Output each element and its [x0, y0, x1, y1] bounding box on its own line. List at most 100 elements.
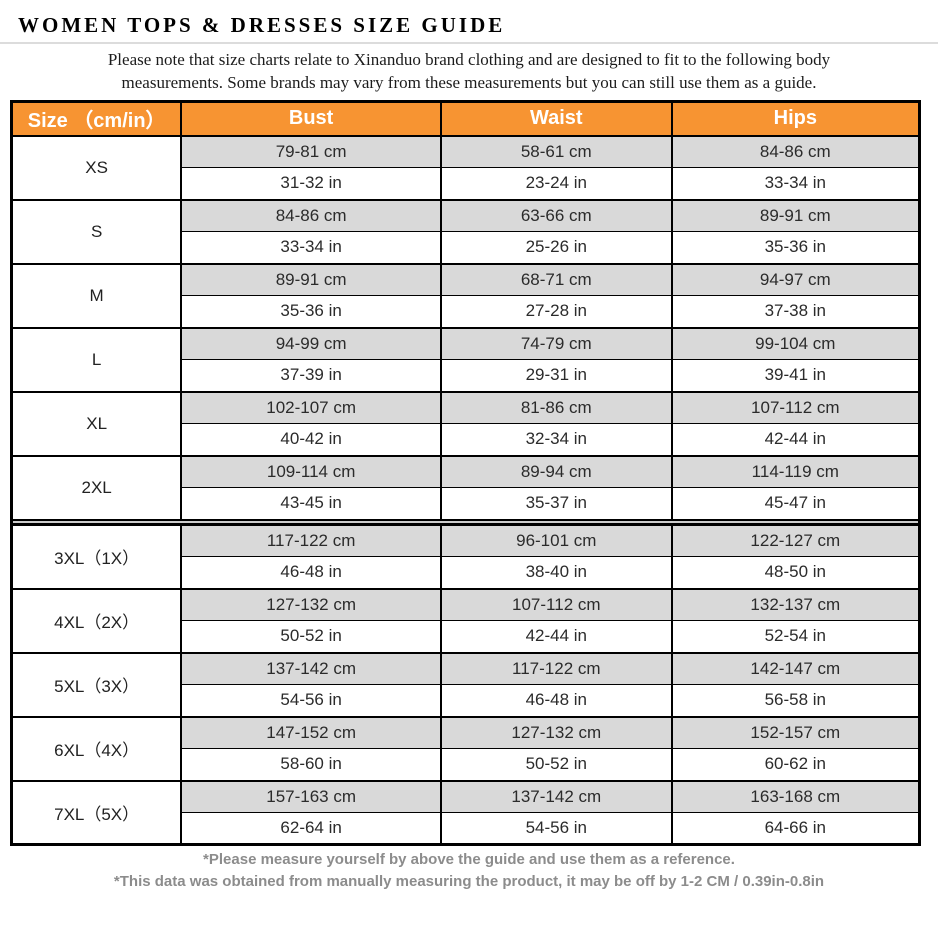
page-title: WOMEN TOPS & DRESSES SIZE GUIDE — [18, 13, 506, 37]
table-row: 40-42 in 32-34 in 42-44 in — [12, 423, 921, 457]
hips-cm-cell: 122-127 cm — [670, 524, 921, 557]
table-row: M 89-91 cm 68-71 cm 94-97 cm — [10, 263, 921, 329]
hips-in-cell: 35-36 in — [670, 231, 921, 265]
waist-in-cell: 46-48 in — [439, 684, 673, 718]
hips-in-cell: 64-66 in — [670, 812, 921, 846]
table-row: 31-32 in 23-24 in 33-34 in — [12, 167, 921, 201]
waist-in-cell: 29-31 in — [439, 359, 673, 393]
bust-cm-cell: 109-114 cm — [180, 455, 442, 488]
waist-cm-cell: 137-142 cm — [439, 780, 673, 813]
bust-cm-cell: 94-99 cm — [180, 327, 442, 360]
table-row: 3XL（1X） 117-122 cm 96-101 cm 122-127 cm — [10, 524, 921, 590]
bust-cm-cell: 127-132 cm — [180, 588, 442, 621]
intro-note-line1: Please note that size charts relate to X… — [107, 50, 831, 69]
table-row: 2XL 109-114 cm 89-94 cm 114-119 cm — [10, 455, 921, 521]
waist-cm-cell: 96-101 cm — [439, 524, 673, 557]
table-row: 33-34 in 25-26 in 35-36 in — [12, 231, 921, 265]
bust-cm-cell: 147-152 cm — [180, 716, 442, 749]
table-row: 37-39 in 29-31 in 39-41 in — [12, 359, 921, 393]
bust-in-cell: 40-42 in — [180, 423, 442, 457]
waist-in-cell: 35-37 in — [439, 487, 673, 521]
size-label: L — [10, 327, 183, 393]
waist-in-cell: 38-40 in — [439, 556, 673, 590]
hips-in-cell: 37-38 in — [670, 295, 921, 329]
size-label: 5XL（3X） — [10, 652, 183, 718]
waist-in-cell: 50-52 in — [439, 748, 673, 782]
hips-in-cell: 42-44 in — [670, 423, 921, 457]
bust-in-cell: 46-48 in — [180, 556, 442, 590]
table-row: 54-56 in 46-48 in 56-58 in — [12, 684, 921, 718]
bust-in-cell: 31-32 in — [180, 167, 442, 201]
bust-cm-cell: 89-91 cm — [180, 263, 442, 296]
footer-note-measure: *Please measure yourself by above the gu… — [203, 851, 735, 868]
waist-cm-cell: 127-132 cm — [439, 716, 673, 749]
size-label: 3XL（1X） — [10, 524, 183, 590]
waist-in-cell: 25-26 in — [439, 231, 673, 265]
table-row: 7XL（5X） 157-163 cm 137-142 cm 163-168 cm — [10, 780, 921, 846]
table-row: XL 102-107 cm 81-86 cm 107-112 cm — [10, 391, 921, 457]
bust-cm-cell: 84-86 cm — [180, 199, 442, 232]
table-row: 46-48 in 38-40 in 48-50 in — [12, 556, 921, 590]
hips-cm-cell: 84-86 cm — [670, 135, 921, 168]
waist-cm-cell: 107-112 cm — [439, 588, 673, 621]
size-label: 2XL — [10, 455, 183, 521]
bust-cm-cell: 102-107 cm — [180, 391, 442, 424]
bust-cm-cell: 79-81 cm — [180, 135, 442, 168]
bust-cm-cell: 157-163 cm — [180, 780, 442, 813]
table-row: 35-36 in 27-28 in 37-38 in — [12, 295, 921, 329]
waist-in-cell: 54-56 in — [439, 812, 673, 846]
bust-in-cell: 54-56 in — [180, 684, 442, 718]
waist-in-cell: 32-34 in — [439, 423, 673, 457]
bust-in-cell: 37-39 in — [180, 359, 442, 393]
hips-cm-cell: 94-97 cm — [670, 263, 921, 296]
hips-cm-cell: 107-112 cm — [670, 391, 921, 424]
table-row: 43-45 in 35-37 in 45-47 in — [12, 487, 921, 521]
hips-cm-cell: 114-119 cm — [670, 455, 921, 488]
hips-in-cell: 52-54 in — [670, 620, 921, 654]
bust-in-cell: 50-52 in — [180, 620, 442, 654]
footer-note-tolerance: *This data was obtained from manually me… — [113, 873, 825, 890]
header-waist: Waist — [439, 100, 673, 137]
table-header-row: Size （cm/in） Bust Waist Hips — [10, 100, 921, 137]
intro-note: Please note that size charts relate to X… — [0, 48, 938, 94]
waist-cm-cell: 117-122 cm — [439, 652, 673, 685]
size-label: S — [10, 199, 183, 265]
bust-in-cell: 62-64 in — [180, 812, 442, 846]
waist-cm-cell: 81-86 cm — [439, 391, 673, 424]
size-label: 4XL（2X） — [10, 588, 183, 654]
bust-in-cell: 33-34 in — [180, 231, 442, 265]
bust-cm-cell: 117-122 cm — [180, 524, 442, 557]
header-size: Size （cm/in） — [10, 100, 183, 137]
table-row: 6XL（4X） 147-152 cm 127-132 cm 152-157 cm — [10, 716, 921, 782]
hips-in-cell: 60-62 in — [670, 748, 921, 782]
intro-note-line2: measurements. Some brands may vary from … — [121, 73, 817, 92]
table-row: 50-52 in 42-44 in 52-54 in — [12, 620, 921, 654]
hips-cm-cell: 89-91 cm — [670, 199, 921, 232]
bust-cm-cell: 137-142 cm — [180, 652, 442, 685]
title-divider — [0, 42, 938, 44]
waist-cm-cell: 63-66 cm — [439, 199, 673, 232]
separator-band — [10, 518, 921, 526]
size-guide-table: Size （cm/in） Bust Waist Hips XS 79-81 cm… — [10, 100, 921, 846]
hips-in-cell: 39-41 in — [670, 359, 921, 393]
waist-cm-cell: 68-71 cm — [439, 263, 673, 296]
hips-cm-cell: 99-104 cm — [670, 327, 921, 360]
size-label: XS — [10, 135, 183, 201]
hips-cm-cell: 152-157 cm — [670, 716, 921, 749]
waist-in-cell: 42-44 in — [439, 620, 673, 654]
footer-notes: *Please measure yourself by above the gu… — [0, 849, 938, 893]
table-row: 4XL（2X） 127-132 cm 107-112 cm 132-137 cm — [10, 588, 921, 654]
hips-cm-cell: 142-147 cm — [670, 652, 921, 685]
waist-in-cell: 27-28 in — [439, 295, 673, 329]
size-label: M — [10, 263, 183, 329]
waist-in-cell: 23-24 in — [439, 167, 673, 201]
waist-cm-cell: 58-61 cm — [439, 135, 673, 168]
header-bust: Bust — [180, 100, 442, 137]
hips-in-cell: 48-50 in — [670, 556, 921, 590]
table-row: 5XL（3X） 137-142 cm 117-122 cm 142-147 cm — [10, 652, 921, 718]
bust-in-cell: 43-45 in — [180, 487, 442, 521]
hips-in-cell: 56-58 in — [670, 684, 921, 718]
hips-cm-cell: 132-137 cm — [670, 588, 921, 621]
table-row: L 94-99 cm 74-79 cm 99-104 cm — [10, 327, 921, 393]
